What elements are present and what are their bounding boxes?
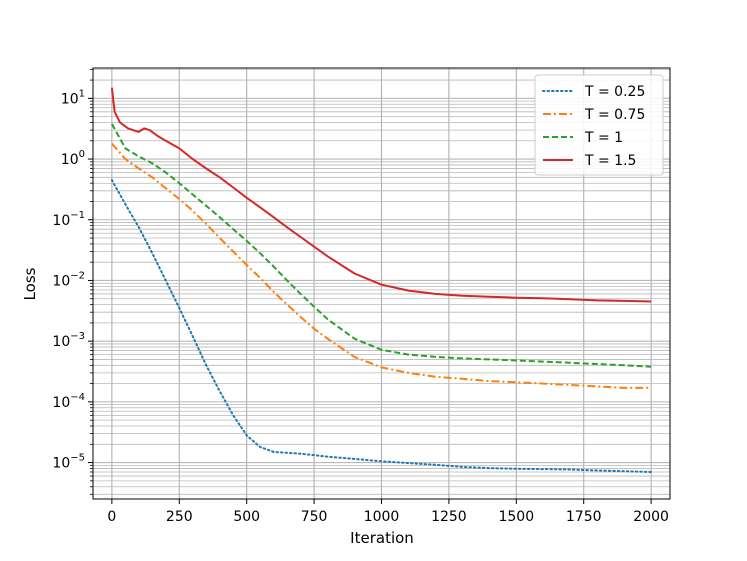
series-line-2 — [111, 123, 652, 368]
y-axis: 101 100 10−1 10−2 10−3 10−4 10−5 — [52, 68, 93, 495]
y-axis-label: Loss — [21, 267, 39, 300]
x-tick-label: 1750 — [566, 509, 602, 525]
y-tick-label: 10−5 — [52, 453, 85, 472]
x-axis-label: Iteration — [350, 529, 414, 547]
series-line-1 — [111, 142, 652, 389]
y-tick-label: 10−4 — [52, 392, 85, 411]
legend: T = 0.25 T = 0.75 T = 1 T = 1.5 — [534, 74, 664, 176]
legend-label-2: T = 1 — [584, 130, 623, 146]
series-lines — [110, 87, 653, 473]
x-axis: 0 250 500 750 1000 1250 1500 1750 2000 — [107, 499, 669, 525]
legend-box — [534, 74, 664, 176]
y-tick-label: 101 — [61, 88, 85, 107]
x-tick-label: 1500 — [498, 509, 534, 525]
x-tick-label: 500 — [233, 509, 260, 525]
x-tick-label: 0 — [107, 509, 116, 525]
legend-label-1: T = 0.75 — [584, 107, 645, 123]
legend-label-0: T = 0.25 — [584, 84, 645, 100]
y-tick-label: 10−2 — [52, 270, 85, 289]
series-line-3 — [110, 87, 652, 303]
series-line-0 — [110, 179, 653, 473]
x-tick-label: 1000 — [364, 509, 400, 525]
x-tick-label: 750 — [301, 509, 328, 525]
y-tick-label: 10−1 — [52, 210, 85, 229]
y-tick-label: 10−3 — [52, 331, 85, 350]
x-tick-label: 2000 — [633, 509, 669, 525]
legend-label-3: T = 1.5 — [584, 153, 636, 169]
x-tick-label: 250 — [166, 509, 193, 525]
y-tick-label: 100 — [61, 149, 85, 168]
x-tick-label: 1250 — [431, 509, 467, 525]
